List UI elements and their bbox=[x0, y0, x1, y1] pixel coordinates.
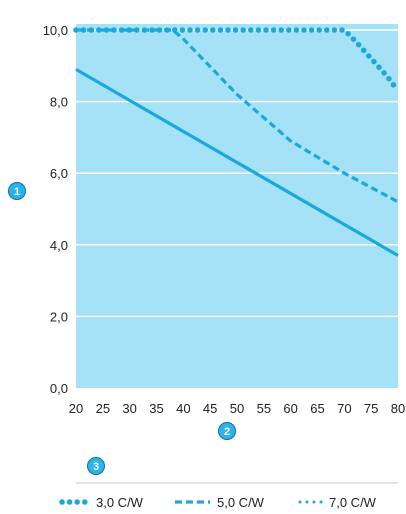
x-axis-ticks: 20 25 30 35 40 45 50 55 60 65 70 75 80 bbox=[69, 401, 405, 416]
plot-area bbox=[76, 24, 398, 388]
y-axis-callout-text: 1 bbox=[14, 186, 20, 198]
x-tick-label: 70 bbox=[337, 401, 351, 416]
x-tick-label: 20 bbox=[69, 401, 83, 416]
y-axis-callout-badge: 1 bbox=[8, 182, 26, 200]
series-line-7-0-c-w bbox=[75, 68, 399, 257]
x-tick-label: 65 bbox=[310, 401, 324, 416]
x-tick-label: 45 bbox=[203, 401, 217, 416]
x-tick-label: 30 bbox=[122, 401, 136, 416]
x-axis-callout-text: 2 bbox=[224, 426, 230, 438]
series-layer bbox=[73, 27, 401, 257]
x-tick-label: 40 bbox=[176, 401, 190, 416]
x-tick-label: 50 bbox=[230, 401, 244, 416]
y-tick-label: 2,0 bbox=[50, 309, 68, 324]
series-line-5-0-c-w bbox=[76, 28, 399, 204]
x-tick-label: 60 bbox=[283, 401, 297, 416]
legend-label: 5,0 C/W bbox=[217, 495, 265, 510]
y-tick-label: 10,0 bbox=[43, 23, 68, 38]
x-tick-label: 35 bbox=[149, 401, 163, 416]
legend-label: 3,0 C/W bbox=[96, 495, 144, 510]
x-tick-label: 55 bbox=[257, 401, 271, 416]
series-line-3-0-c-w bbox=[73, 27, 401, 94]
x-axis-callout-badge: 2 bbox=[218, 422, 236, 440]
legend-callout-badge: 3 bbox=[87, 457, 105, 475]
y-axis-ticks: 0,0 2,0 4,0 6,0 8,0 10,0 bbox=[43, 23, 68, 396]
x-tick-label: 80 bbox=[391, 401, 405, 416]
x-tick-label: 75 bbox=[364, 401, 378, 416]
y-tick-label: 4,0 bbox=[50, 238, 68, 253]
y-tick-label: 0,0 bbox=[50, 381, 68, 396]
legend-label: 7,0 C/W bbox=[329, 495, 377, 510]
legend-callout-text: 3 bbox=[93, 461, 99, 473]
x-tick-label: 25 bbox=[96, 401, 110, 416]
y-tick-label: 6,0 bbox=[50, 166, 68, 181]
legend: 3,0 C/W 5,0 C/W 7,0 C/W bbox=[59, 495, 377, 510]
y-tick-label: 8,0 bbox=[50, 95, 68, 110]
